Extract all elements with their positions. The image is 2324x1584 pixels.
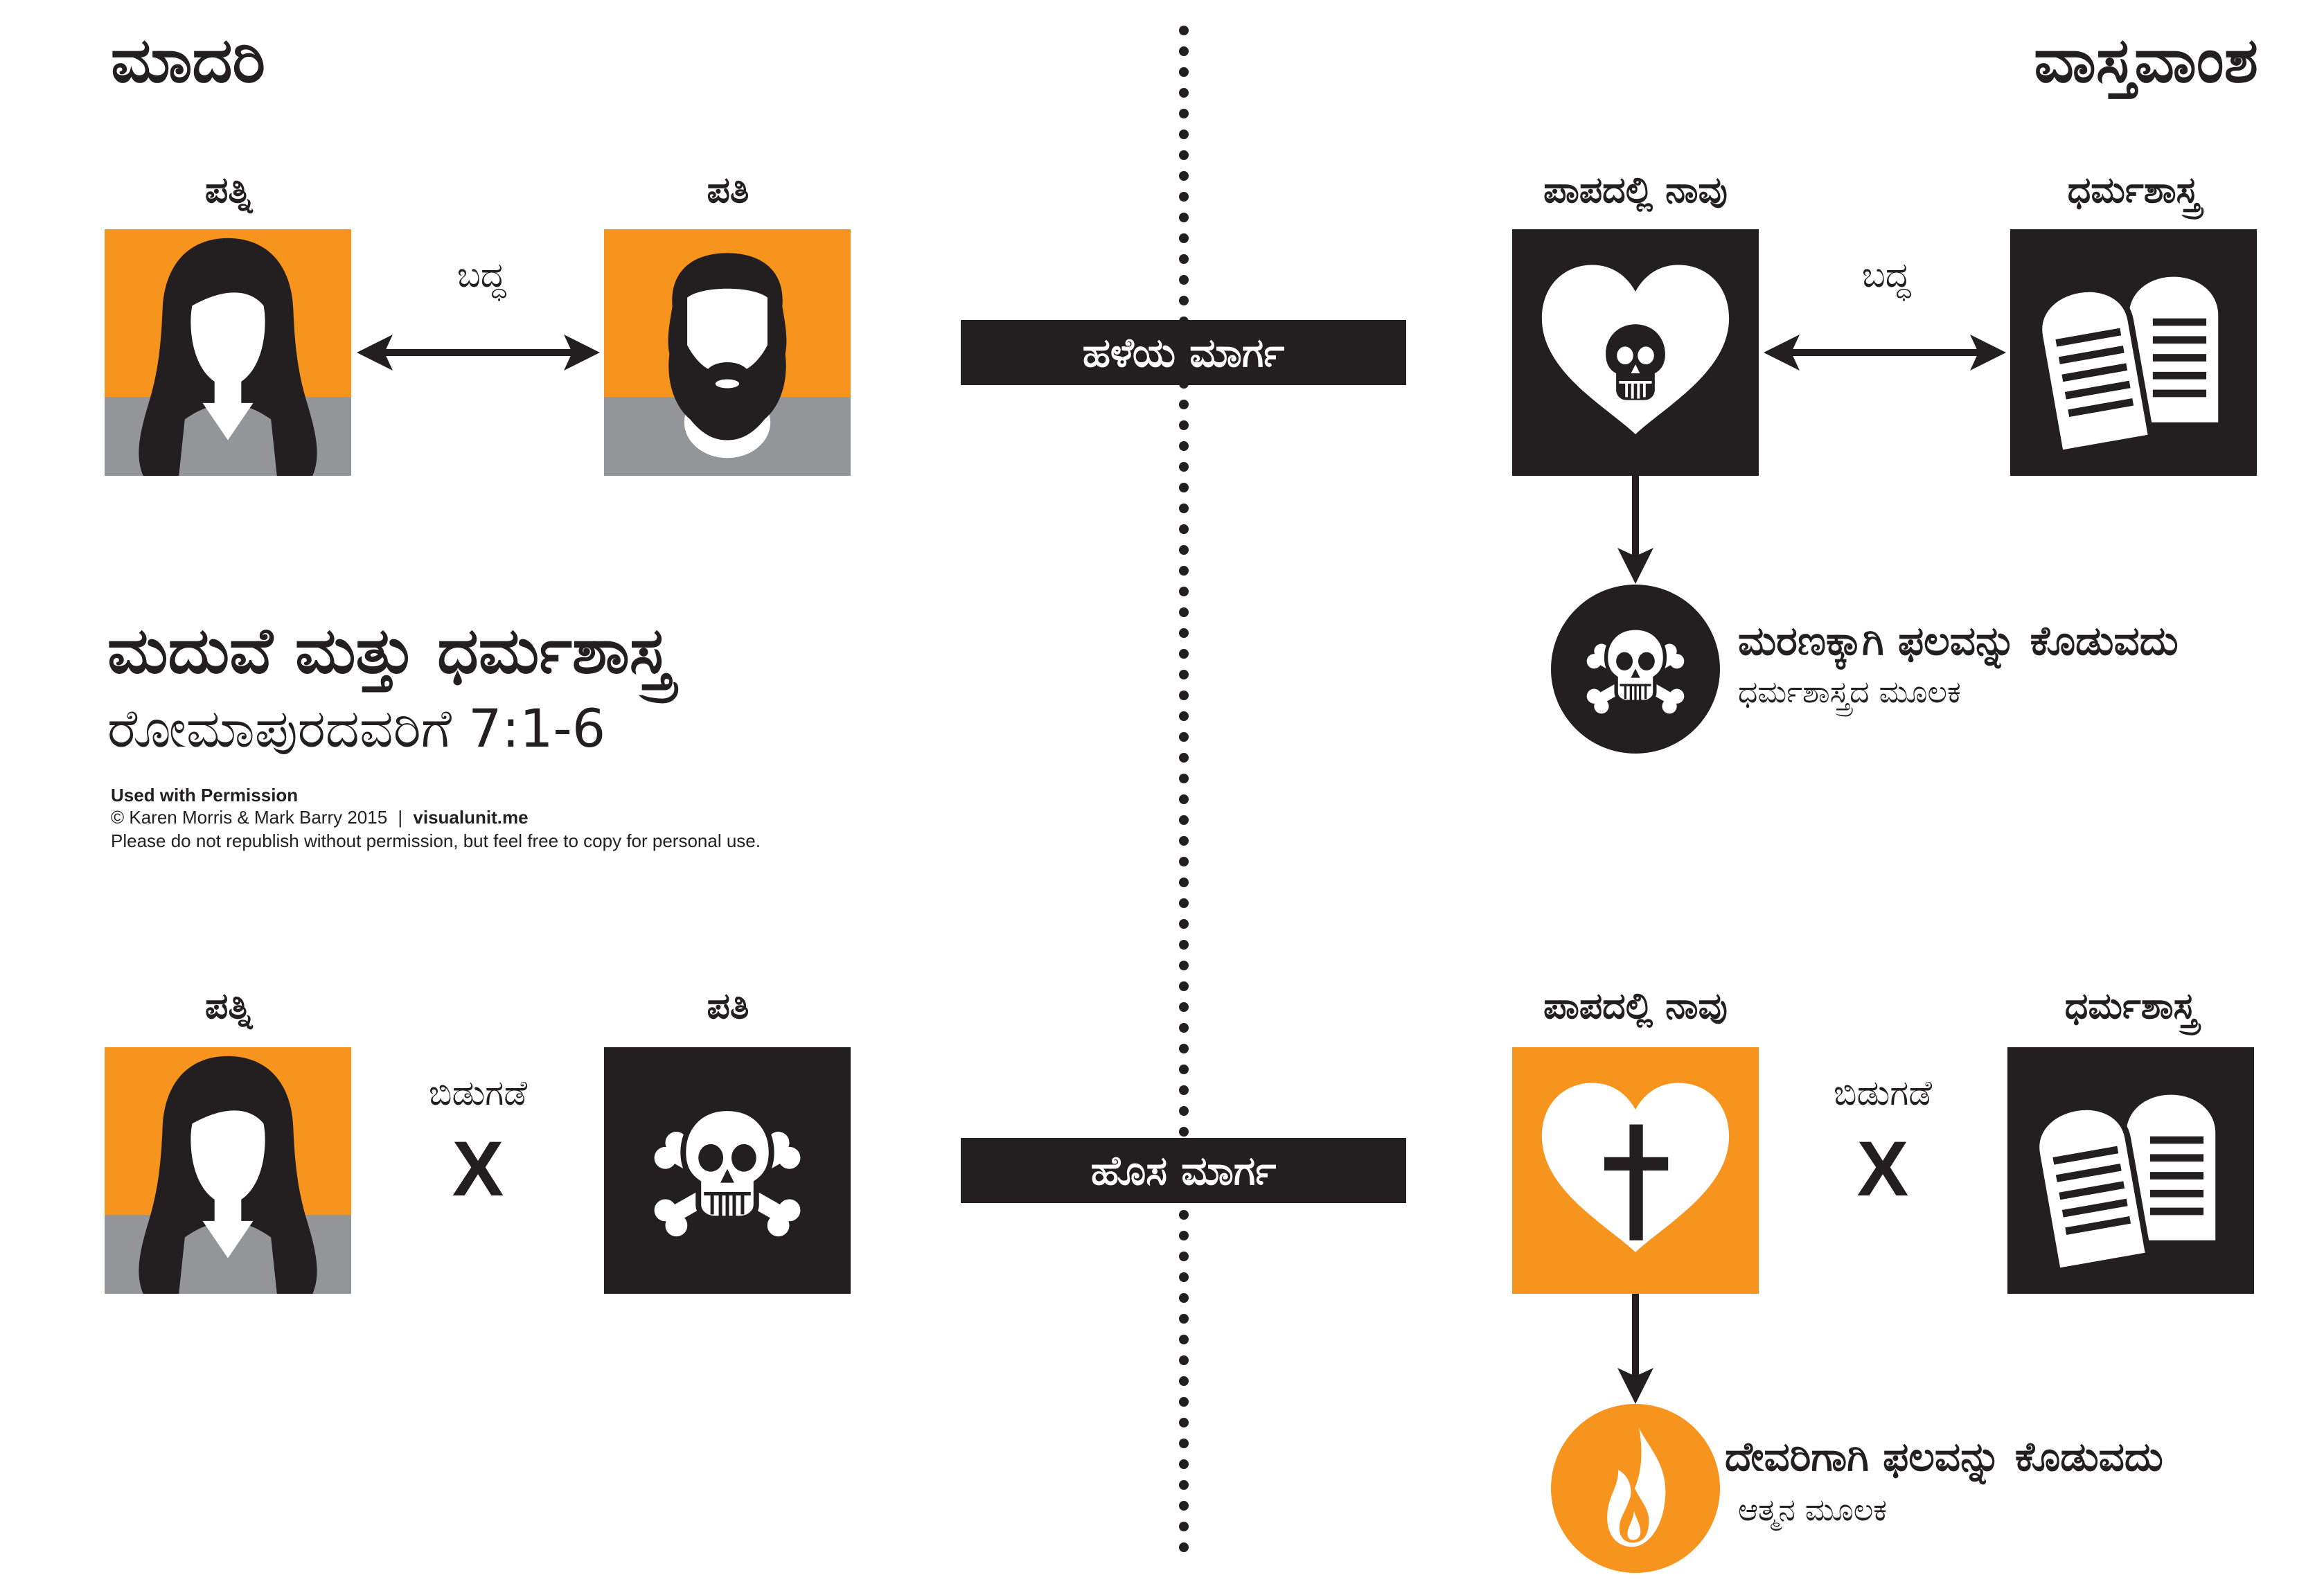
released-label-reality: ಬಿಡುಗಡೆ	[1833, 1073, 1933, 1113]
wife-label-old: ಪತ್ನಿ	[205, 170, 252, 211]
reality-bound-double-arrow	[1764, 335, 2006, 371]
law-tablets-icon	[2010, 229, 2257, 476]
republish-notice: Please do not republish without permissi…	[111, 830, 761, 851]
scripture-reference: ರೋಮಾಪುರದವರಿಗೆ 7:1-6	[107, 697, 606, 759]
released-marker-reality: X	[1856, 1125, 1909, 1212]
spirit-result-circle	[1551, 1404, 1720, 1573]
death-down-arrow	[1617, 476, 1653, 584]
husband-portrait-old	[604, 229, 851, 476]
husband-dead-box	[604, 1047, 851, 1294]
new-way-banner: ಹೊಸ ಮಾರ್ಗ	[961, 1138, 1406, 1203]
permission-text: Used with Permission	[111, 785, 299, 806]
credit-separator: |	[398, 807, 403, 828]
heart-cross-icon	[1541, 1083, 1730, 1252]
law-box-new	[2007, 1047, 2254, 1294]
law-label-new: ಧರ್ಮಶಾಸ್ತ್ರ	[2064, 986, 2197, 1027]
woman-silhouette-icon	[105, 229, 351, 476]
law-label-old: ಧರ್ಮಶಾಸ್ತ್ರ	[2067, 170, 2200, 211]
released-marker-model: X	[452, 1125, 504, 1212]
spirit-result-means: ಆತ್ಮನ ಮೂಲಕ	[1738, 1493, 1888, 1528]
sinner-label-old: ಪಾಪದಲ್ಲಿ ನಾವು	[1543, 170, 1728, 211]
bound-label-model: ಬದ್ಧ	[456, 255, 506, 295]
skull-crossbones-icon	[1551, 585, 1720, 754]
copyright-text: © Karen Morris & Mark Barry 2015	[111, 807, 388, 828]
spirit-result-text: ದೇವರಿಗಾಗಿ ಫಲವನ್ನು ಕೊಡುವದು	[1725, 1433, 2163, 1480]
wife-portrait-old	[105, 229, 351, 476]
wife-portrait-new	[105, 1047, 351, 1294]
released-label-model: ಬಿಡುಗಡೆ	[428, 1073, 528, 1113]
death-result-circle	[1551, 585, 1720, 754]
model-title: ಮಾದರಿ	[111, 24, 266, 97]
spirit-down-arrow	[1617, 1294, 1653, 1404]
reality-title: ವಾಸ್ತವಾಂಶ	[2034, 24, 2258, 97]
copyright-line: © Karen Morris & Mark Barry 2015 | visua…	[111, 806, 529, 829]
law-box-old	[2010, 229, 2257, 476]
bearded-man-icon	[604, 229, 851, 476]
law-tablets-icon	[2007, 1047, 2254, 1294]
website-text: visualunit.me	[413, 807, 529, 828]
model-bound-double-arrow	[357, 335, 600, 371]
husband-label-old: ಪತಿ	[707, 170, 749, 211]
old-way-banner: ಹಳೆಯ ಮಾರ್ಗ	[961, 320, 1406, 385]
sinner-box-new	[1512, 1047, 1759, 1294]
husband-label-new: ಪತಿ	[707, 986, 749, 1027]
heart-skull-icon	[1541, 265, 1730, 434]
woman-silhouette-icon	[105, 1047, 351, 1294]
infographic-heading: ಮದುವೆ ಮತ್ತು ಧರ್ಮಶಾಸ್ತ್ರ	[107, 614, 671, 688]
permission-note: Used with Permission	[111, 783, 298, 807]
sinner-box-old	[1512, 229, 1759, 476]
wife-label-new: ಪತ್ನಿ	[205, 986, 252, 1027]
skull-crossbones-icon	[604, 1047, 851, 1294]
bound-label-reality: ಬದ್ಧ	[1861, 255, 1911, 295]
flame-icon	[1551, 1404, 1720, 1573]
death-result-text: ಮರಣಕ್ಕಾಗಿ ಫಲವನ್ನು ಕೊಡುವದು	[1738, 617, 2179, 664]
sinner-label-new: ಪಾಪದಲ್ಲಿ ನಾವು	[1543, 986, 1728, 1027]
death-result-means: ಧರ್ಮಶಾಸ್ತ್ರದ ಮೂಲಕ	[1738, 675, 1961, 710]
